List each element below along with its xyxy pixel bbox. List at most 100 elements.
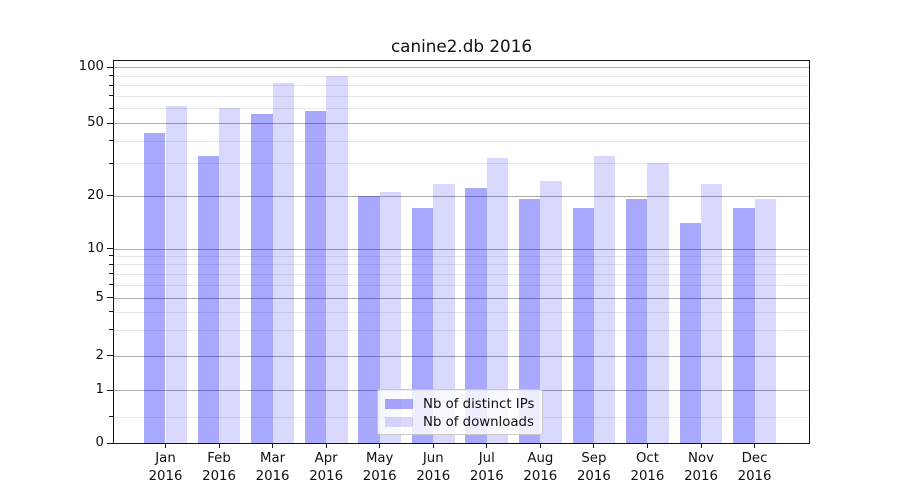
bar-downloads-apr	[326, 76, 348, 443]
bar-distinct-ips-mar	[251, 113, 273, 443]
gridline-minor	[114, 163, 809, 165]
gridline-minor	[114, 329, 809, 331]
y-minor-tick-mark	[109, 75, 113, 76]
gridline-major	[114, 67, 809, 68]
gridline-major	[114, 195, 809, 197]
y-minor-tick-mark	[109, 162, 113, 164]
y-minor-tick-mark	[109, 416, 113, 417]
y-minor-tick-mark	[109, 95, 113, 97]
legend-swatch-distinct-ips	[385, 399, 413, 409]
y-tick-mark	[107, 442, 113, 444]
bar-downloads-may	[379, 191, 402, 443]
gridline-minor	[114, 140, 809, 142]
gridline-minor	[114, 75, 809, 77]
bar-distinct-ips-sep	[572, 207, 594, 443]
x-tick-label: Dec 2016	[737, 451, 772, 484]
bar-downloads-dec	[754, 199, 776, 443]
y-tick-label: 100	[78, 59, 104, 74]
gridline-minor	[114, 108, 809, 110]
legend-label-downloads: Nb of downloads	[423, 414, 534, 430]
legend-swatch-downloads	[385, 417, 413, 427]
bar-distinct-ips-nov	[679, 222, 701, 443]
bar-distinct-ips-dec	[733, 207, 755, 443]
legend-item-distinct-ips: Nb of distinct IPs	[385, 395, 542, 413]
y-tick-mark	[107, 66, 113, 68]
chart-title: canine2.db 2016	[390, 36, 533, 56]
y-tick-mark	[107, 195, 113, 196]
x-tick-mark	[539, 443, 541, 448]
x-tick-mark	[432, 443, 434, 448]
x-tick-label: Jan 2016	[148, 451, 183, 484]
x-tick-label: Sep 2016	[576, 451, 611, 484]
y-minor-tick-mark	[109, 140, 113, 142]
bar-distinct-ips-jul	[465, 187, 487, 443]
x-tick-label: May 2016	[362, 451, 397, 484]
y-minor-tick-mark	[109, 107, 113, 109]
bar-downloads-jul	[486, 158, 509, 443]
bar-distinct-ips-feb	[197, 155, 220, 443]
y-tick-label: 5	[95, 289, 104, 305]
x-tick-label: Oct 2016	[630, 451, 665, 484]
x-tick-mark	[272, 443, 274, 448]
x-tick-mark	[218, 443, 220, 448]
y-tick-mark	[107, 389, 113, 391]
y-tick-mark	[107, 122, 113, 124]
legend-label-distinct-ips: Nb of distinct IPs	[423, 396, 535, 412]
bar-downloads-feb	[219, 108, 241, 443]
x-tick-mark	[593, 443, 595, 448]
y-tick-label: 10	[87, 240, 104, 256]
bar-downloads-jun	[433, 184, 455, 443]
y-minor-tick-mark	[109, 263, 113, 265]
y-tick-mark	[107, 297, 113, 298]
gridline-minor	[114, 85, 809, 87]
x-tick-mark	[165, 443, 166, 448]
bar-distinct-ips-jun	[411, 207, 434, 443]
bar-downloads-mar	[272, 83, 294, 443]
legend-item-downloads: Nb of downloads	[385, 413, 542, 431]
x-tick-label: Nov 2016	[684, 451, 718, 484]
y-minor-tick-mark	[109, 329, 113, 331]
gridline-minor	[114, 273, 809, 275]
y-tick-label: 2	[95, 347, 104, 363]
x-tick-label: Jun 2016	[416, 451, 451, 484]
x-tick-label: Aug 2016	[523, 451, 558, 484]
y-tick-mark	[107, 355, 113, 356]
x-tick-mark	[646, 443, 648, 448]
y-tick-label: 1	[95, 382, 104, 397]
bar-distinct-ips-oct	[626, 199, 648, 443]
x-tick-label: Feb 2016	[202, 451, 236, 484]
legend: Nb of distinct IPs Nb of downloads	[377, 389, 543, 435]
x-tick-mark	[325, 443, 327, 448]
gridline-major	[114, 355, 809, 357]
x-tick-label: Jul 2016	[469, 451, 504, 484]
y-tick-mark	[107, 248, 113, 249]
x-tick-mark	[379, 443, 381, 448]
bar-downloads-nov	[701, 184, 723, 443]
gridline-minor	[114, 95, 809, 97]
y-tick-label: 20	[87, 187, 104, 203]
y-tick-label: 50	[87, 115, 104, 130]
x-tick-label: Apr 2016	[309, 451, 344, 484]
x-tick-label: Mar 2016	[255, 451, 290, 484]
y-minor-tick-mark	[109, 84, 113, 86]
gridline-major	[114, 248, 809, 250]
bar-distinct-ips-apr	[304, 111, 327, 443]
y-minor-tick-mark	[109, 284, 113, 286]
x-tick-mark	[754, 443, 756, 448]
gridline-minor	[114, 255, 809, 257]
y-minor-tick-mark	[109, 273, 113, 275]
bar-downloads-jan	[165, 105, 187, 443]
bar-distinct-ips-aug	[518, 199, 541, 443]
x-tick-mark	[486, 443, 488, 448]
y-minor-tick-mark	[109, 255, 113, 257]
gridline-minor	[114, 264, 809, 266]
gridline-major	[114, 123, 809, 124]
y-tick-label: 0	[95, 435, 104, 450]
bar-downloads-oct	[647, 163, 669, 443]
bar-distinct-ips-may	[358, 195, 380, 443]
x-tick-mark	[700, 443, 702, 448]
gridline-minor	[114, 284, 809, 286]
y-minor-tick-mark	[109, 311, 113, 313]
gridline-major	[114, 297, 809, 299]
